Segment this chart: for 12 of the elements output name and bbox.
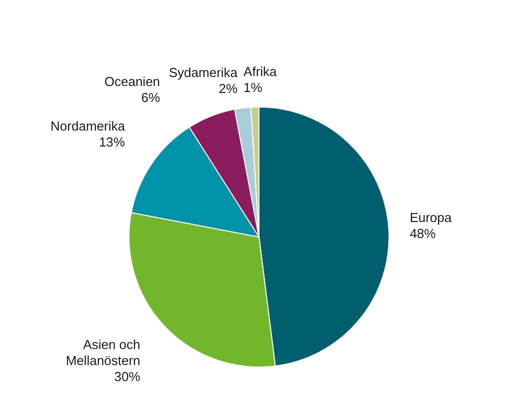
data-label: 1%: [244, 80, 263, 96]
slice-label: Nordamerika: [50, 118, 126, 134]
slice-label: Afrika: [244, 64, 278, 80]
slice-label: Oceanien: [104, 74, 160, 89]
data-label: 13%: [98, 134, 126, 150]
data-label: 30%: [114, 368, 141, 384]
data-label: 48%: [410, 226, 436, 242]
slice-label: Sydamerika: [168, 65, 238, 80]
slice-label: Asien och Mellanöstern: [66, 336, 140, 368]
data-label: 6%: [141, 90, 160, 105]
slice-label: Europa: [410, 210, 452, 226]
data-label: 2%: [218, 81, 238, 96]
